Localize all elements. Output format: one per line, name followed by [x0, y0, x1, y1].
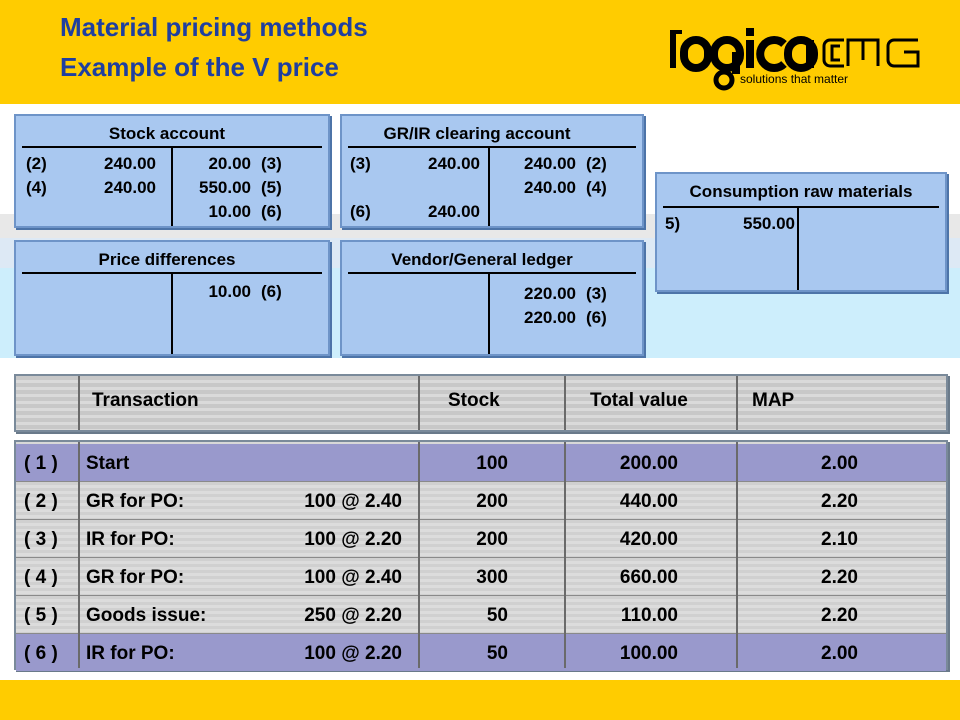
- row-quantity: 100 @ 2.40: [304, 491, 402, 512]
- row-id: ( 2 ): [24, 491, 58, 512]
- row-stock: 50: [486, 605, 508, 626]
- credit-entry: 220.00 (3): [524, 284, 607, 303]
- row-quantity: 250 @ 2.20: [304, 605, 402, 626]
- row-stock: 300: [476, 567, 508, 588]
- row-map: 2.20: [821, 605, 858, 626]
- slide-title: Material pricing methods: [60, 12, 368, 42]
- row-map: 2.20: [821, 567, 858, 588]
- row-transaction: Start: [86, 453, 130, 474]
- table-row: ( 4 ) GR for PO: 100 @ 2.40 300 660.00 2…: [16, 558, 946, 595]
- slide-subtitle: Example of the V price: [60, 52, 339, 82]
- table-row: ( 2 ) GR for PO: 100 @ 2.40 200 440.00 2…: [16, 482, 946, 519]
- t-horizontal-line: [348, 146, 636, 148]
- consumption-raw-materials-account: Consumption raw materials 5) 550.00: [655, 172, 947, 292]
- row-total-value: 110.00: [620, 605, 678, 626]
- header-map: MAP: [752, 390, 795, 411]
- t-horizontal-line: [663, 206, 939, 208]
- credit-entry: 240.00 (4): [524, 178, 607, 197]
- price-differences-account: Price differences 10.00 (6): [14, 240, 330, 356]
- table-row: ( 1 ) Start 100 200.00 2.00: [16, 444, 946, 481]
- t-vertical-line: [171, 272, 173, 354]
- row-map: 2.00: [821, 453, 858, 474]
- credit-entry: 10.00 (6): [208, 282, 282, 301]
- header-stock: Stock: [448, 390, 500, 411]
- row-total-value: 440.00: [619, 491, 678, 512]
- t-horizontal-line: [348, 272, 636, 274]
- row-map: 2.10: [821, 529, 858, 550]
- row-divider: [16, 595, 946, 596]
- table-header: Transaction Stock Total value MAP: [14, 374, 948, 432]
- grir-clearing-account: GR/IR clearing account (3) 240.00 (6) 240.…: [340, 114, 644, 228]
- row-total-value: 200.00: [619, 453, 678, 474]
- account-title: Stock account: [108, 124, 226, 143]
- t-vertical-line: [797, 206, 799, 290]
- row-quantity: 100 @ 2.20: [304, 529, 402, 550]
- stock-account: Stock account (2) 240.00 (4) 240.00 20.00(…: [14, 114, 330, 228]
- table-row: ( 3 ) IR for PO: 100 @ 2.20 200 420.00 2…: [16, 520, 946, 557]
- footer-band: [0, 680, 960, 720]
- row-id: ( 5 ): [24, 605, 58, 626]
- table-row: ( 6 ) IR for PO: 100 @ 2.20 50 100.00 2.…: [16, 634, 946, 671]
- column-separator: [564, 376, 566, 430]
- t-vertical-line: [171, 146, 173, 226]
- column-separator: [418, 442, 420, 668]
- row-id: ( 4 ): [24, 567, 58, 588]
- t-vertical-line: [488, 272, 490, 354]
- t-vertical-line: [488, 146, 490, 226]
- column-separator: [736, 442, 738, 668]
- credit-entry: 240.00 (2): [524, 154, 607, 173]
- row-transaction: Goods issue:: [86, 605, 207, 626]
- account-title: Consumption raw materials: [689, 182, 913, 201]
- row-divider: [16, 519, 946, 520]
- column-separator: [78, 442, 80, 668]
- header-total-value: Total value: [590, 390, 688, 411]
- credit-entry: 20.00 (3): [208, 154, 282, 173]
- column-separator: [564, 442, 566, 668]
- row-total-value: 100.00: [619, 643, 678, 664]
- row-total-value: 420.00: [619, 529, 678, 550]
- table-row: ( 5 ) Goods issue: 250 @ 2.20 50 110.00 …: [16, 596, 946, 633]
- row-map: 2.00: [821, 643, 858, 664]
- debit-entry: (6) 240.00: [350, 202, 480, 221]
- account-title: Vendor/General ledger: [391, 250, 573, 269]
- credit-entry: 10.00 (6): [208, 202, 282, 221]
- row-quantity: 100 @ 2.40: [304, 567, 402, 588]
- logo-tagline: solutions that matter: [740, 72, 849, 86]
- row-transaction: GR for PO:: [86, 491, 185, 512]
- row-id: ( 6 ): [24, 643, 58, 664]
- column-separator: [736, 376, 738, 430]
- row-total-value: 660.00: [619, 567, 678, 588]
- debit-entry: (2) 240.00: [26, 154, 156, 173]
- transaction-table: ( 1 ) Start 100 200.00 2.00 ( 2 ) GR for…: [14, 440, 948, 671]
- row-transaction: IR for PO:: [86, 643, 175, 664]
- header-band: [0, 0, 960, 104]
- row-stock: 50: [486, 643, 508, 664]
- debit-entry: 5) 550.00: [665, 214, 795, 233]
- row-id: ( 3 ): [24, 529, 58, 550]
- row-id: ( 1 ): [24, 453, 58, 474]
- header-transaction: Transaction: [92, 390, 199, 411]
- debit-entry: (3) 240.00: [350, 154, 480, 173]
- debit-entry: (4) 240.00: [26, 178, 156, 197]
- column-separator: [78, 376, 80, 430]
- row-divider: [16, 633, 946, 634]
- vendor-general-ledger-account: Vendor/General ledger 220.00 (3) 220.00 (6…: [340, 240, 644, 356]
- account-title: GR/IR clearing account: [383, 124, 571, 143]
- row-stock: 100: [476, 453, 508, 474]
- logicacmg-logo: solutions that matter: [668, 22, 924, 92]
- column-separator: [418, 376, 420, 430]
- row-transaction: GR for PO:: [86, 567, 185, 588]
- row-divider: [16, 557, 946, 558]
- row-map: 2.20: [821, 491, 858, 512]
- credit-entry: 220.00 (6): [524, 308, 607, 327]
- row-divider: [16, 481, 946, 482]
- account-title: Price differences: [98, 250, 236, 269]
- row-stock: 200: [476, 529, 508, 550]
- row-quantity: 100 @ 2.20: [304, 643, 402, 664]
- row-stock: 200: [476, 491, 508, 512]
- credit-entry: 550.00 (5): [199, 178, 282, 197]
- row-transaction: IR for PO:: [86, 529, 175, 550]
